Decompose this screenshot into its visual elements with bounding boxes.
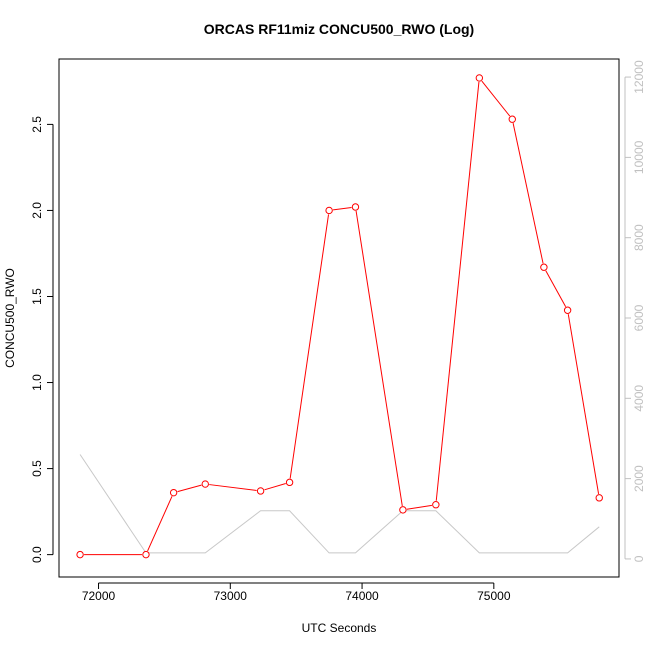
data-point (169, 488, 178, 497)
x-tick-label: 72000 (82, 589, 116, 603)
y-tick-label: 0.5 (30, 460, 44, 477)
x-tick-label: 73000 (214, 589, 248, 603)
y2-tick-label: 2000 (632, 465, 646, 492)
data-point (508, 115, 516, 123)
data-point (563, 306, 572, 314)
data-point (475, 74, 484, 82)
data-point (540, 263, 548, 271)
data-point (142, 550, 150, 559)
primary-series-segment (512, 123, 544, 264)
plot-frame (58, 58, 620, 578)
data-point (256, 487, 265, 495)
y2-tick-label: 6000 (632, 304, 646, 331)
x-tick-label: 74000 (345, 589, 379, 603)
primary-series-segment (333, 207, 352, 211)
y-tick-label: 2.5 (30, 116, 44, 133)
data-point (201, 480, 209, 488)
y2-tick-label: 0 (632, 555, 646, 562)
data-point (325, 206, 333, 215)
primary-series-segment (481, 80, 511, 117)
primary-series-segment (567, 314, 600, 494)
y2-tick-label: 12000 (632, 60, 646, 94)
primary-series-segment (355, 210, 403, 507)
data-point (76, 550, 84, 559)
chart-title: ORCAS RF11miz CONCU500_RWO (Log) (204, 21, 474, 37)
y2-tick-label: 4000 (632, 385, 646, 412)
x-tick-label: 75000 (477, 589, 511, 603)
y2-tick-label: 8000 (632, 224, 646, 251)
y-tick-label: 1.5 (30, 288, 44, 305)
chart-marks: 72000 73000 74000 75000 0.0 0.5 1.0 1.5 2.0 2.5 0 2… (30, 60, 646, 603)
primary-series-segment (264, 483, 286, 491)
data-point (432, 501, 440, 509)
y-tick-label: 2.0 (30, 202, 44, 219)
y-tick-label: 1.0 (30, 374, 44, 391)
primary-series-segment (209, 484, 257, 491)
primary-series-segment (177, 484, 202, 493)
y-tick-label: 0.0 (30, 546, 44, 563)
primary-series-segment (147, 496, 173, 552)
y-axis-label: CONCU500_RWO (3, 268, 17, 368)
x-axis-label: UTC Seconds (302, 621, 377, 635)
secondary-series-line (79, 454, 600, 554)
y2-tick-label: 10000 (632, 140, 646, 174)
primary-series-segment (545, 270, 567, 307)
primary-series-segment (435, 81, 480, 501)
primary-series-segment (289, 214, 330, 479)
data-point (595, 494, 603, 502)
primary-series-segment (406, 504, 432, 510)
data-point (399, 506, 407, 514)
data-point (351, 203, 360, 211)
data-point (285, 478, 294, 487)
